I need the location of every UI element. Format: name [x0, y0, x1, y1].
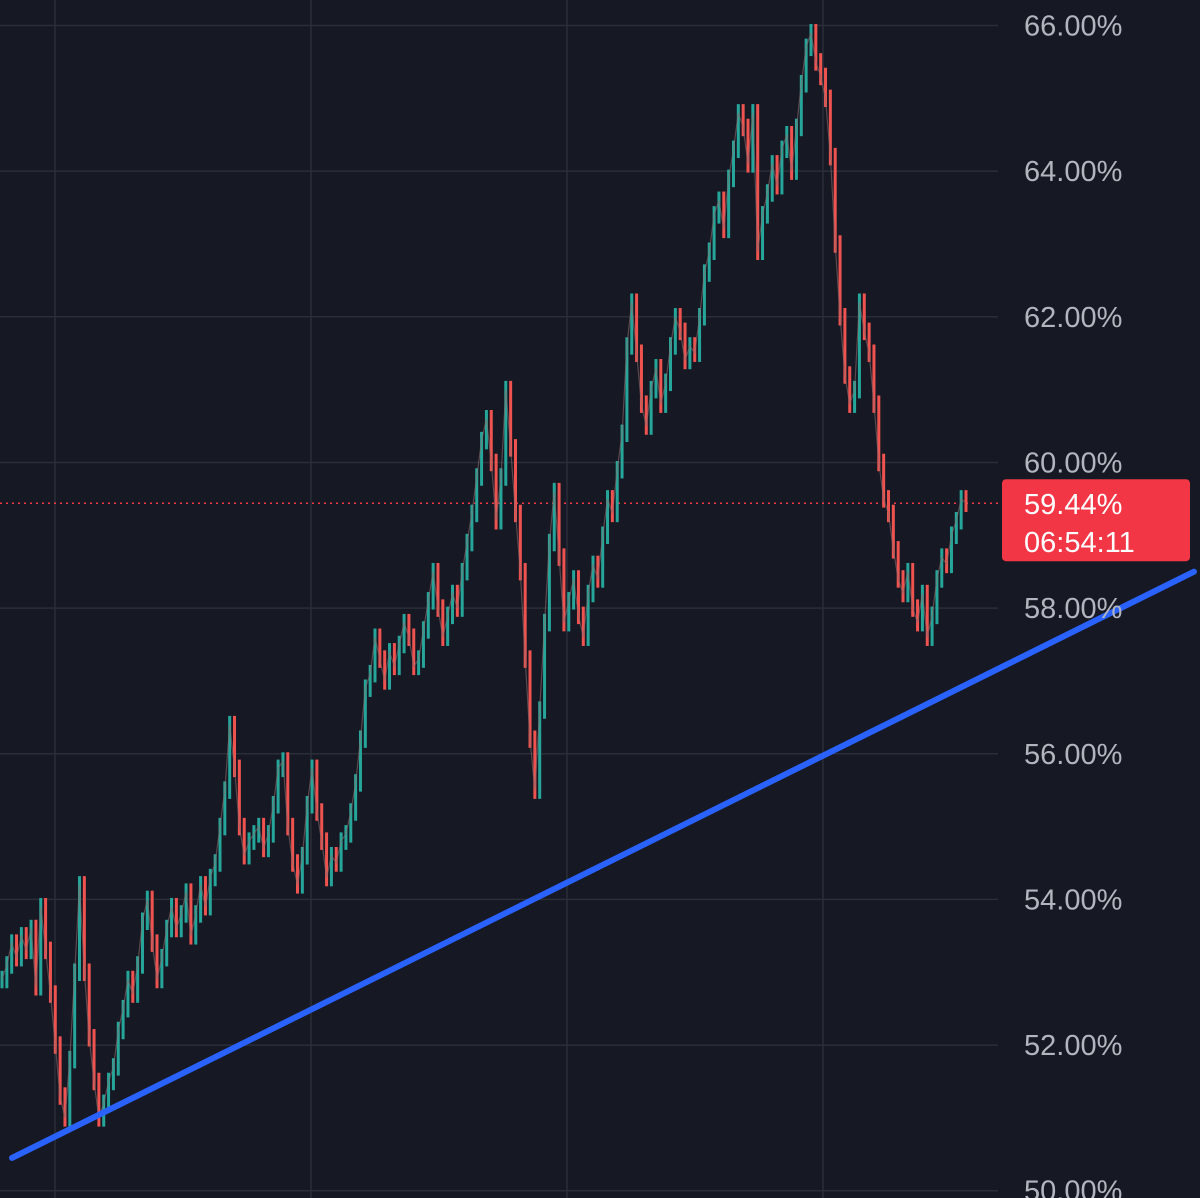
y-tick-label-7: 52.00%: [1024, 1030, 1122, 1062]
price-tag-countdown: 06:54:11: [1024, 527, 1135, 559]
y-tick-label-8: 50.00%: [1024, 1176, 1122, 1198]
price-series: [0, 24, 968, 1127]
trendline[interactable]: [9, 568, 1197, 1161]
current-price-tag: 59.44% 06:54:11: [1002, 479, 1190, 562]
y-tick-label-4: 58.00%: [1024, 593, 1122, 625]
trendline-segment[interactable]: [9, 568, 1197, 1161]
y-tick-label-0: 66.00%: [1024, 10, 1122, 42]
y-tick-label-2: 62.00%: [1024, 302, 1122, 334]
series-line: [1, 32, 967, 1119]
y-tick-label-6: 54.00%: [1024, 884, 1122, 916]
grid: [0, 0, 998, 1198]
price-tag-background: [1002, 479, 1190, 562]
price-tag-value: 59.44%: [1024, 489, 1122, 521]
y-tick-label-1: 64.00%: [1024, 156, 1122, 188]
y-tick-label-3: 60.00%: [1024, 447, 1122, 479]
y-tick-label-5: 56.00%: [1024, 739, 1122, 771]
y-axis[interactable]: 66.00% 64.00% 62.00% 60.00% 58.00% 56.00% 54.0…: [1024, 10, 1122, 1198]
